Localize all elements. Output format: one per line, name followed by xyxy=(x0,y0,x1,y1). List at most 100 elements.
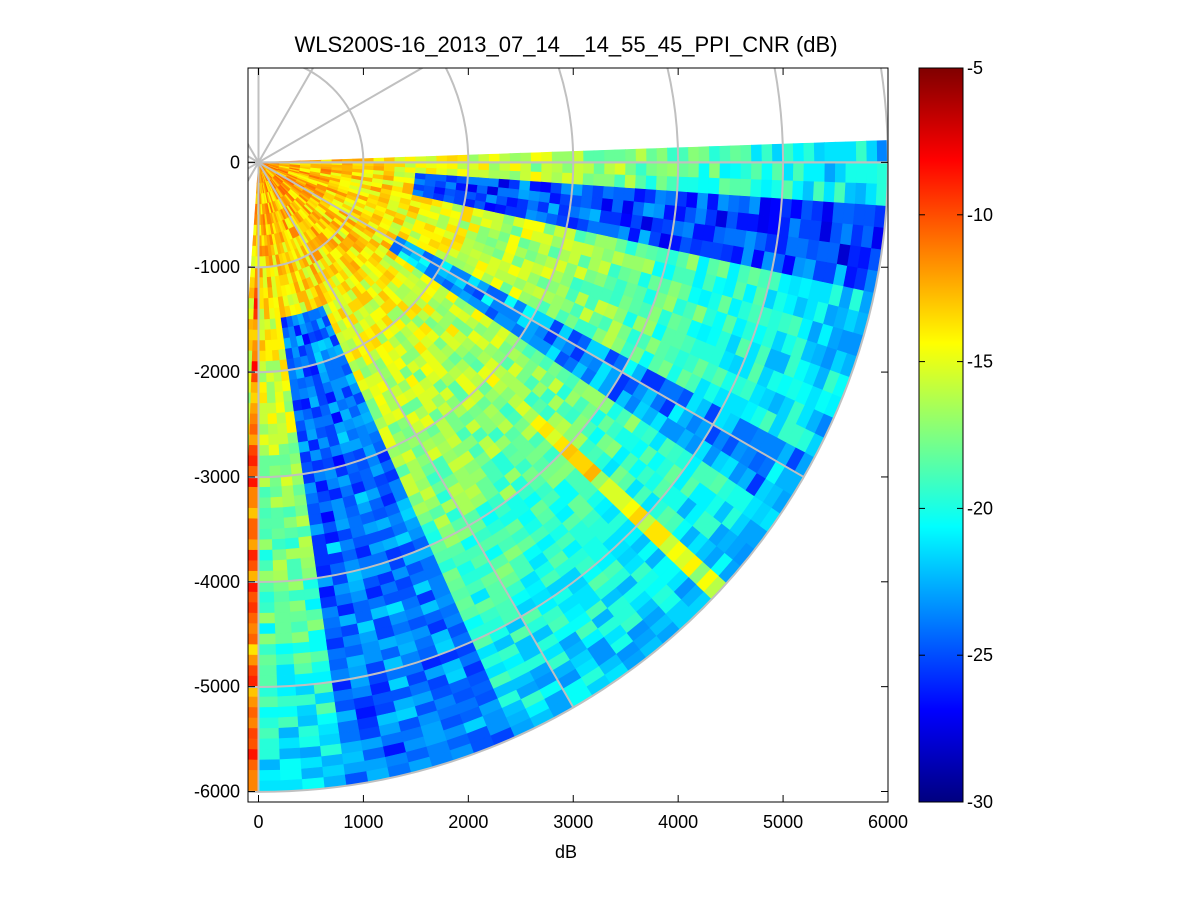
heatmap-cell xyxy=(248,549,259,562)
heatmap-cell xyxy=(248,298,255,310)
heatmap-cell xyxy=(248,434,259,446)
heatmap-cell xyxy=(263,318,271,331)
x-tick-label: 5000 xyxy=(763,812,803,832)
heatmap-cell xyxy=(278,454,291,467)
heatmap-cell xyxy=(298,546,315,559)
heatmap-cell xyxy=(269,328,278,341)
heatmap-cell xyxy=(551,162,564,174)
heatmap-cell xyxy=(520,152,532,163)
heatmap-cell xyxy=(593,149,606,163)
heatmap-cell xyxy=(270,517,285,530)
heatmap-cell xyxy=(248,675,259,688)
heatmap-cell xyxy=(278,737,300,750)
heatmap-cell xyxy=(271,538,286,551)
heatmap-cell xyxy=(299,451,312,464)
heatmap-cell xyxy=(248,424,259,436)
heatmap-cell xyxy=(279,758,302,771)
heatmap-cell xyxy=(876,162,888,185)
heatmap-cell xyxy=(844,182,857,205)
heatmap-cell xyxy=(266,413,278,425)
heatmap-cell xyxy=(582,173,595,187)
heatmap-cell xyxy=(561,172,574,185)
heatmap-cell xyxy=(274,391,285,404)
heatmap-cell xyxy=(273,601,291,614)
heatmap-cell xyxy=(288,452,302,466)
heatmap-cell xyxy=(297,725,320,739)
heatmap-cell xyxy=(258,403,268,415)
heatmap-cell xyxy=(666,176,679,192)
heatmap-cell xyxy=(477,169,490,179)
heatmap-cell xyxy=(287,442,300,455)
heatmap-cell xyxy=(625,162,637,176)
heatmap-cell xyxy=(266,402,277,415)
heatmap-cell xyxy=(293,494,308,507)
heatmap-cell xyxy=(446,168,459,177)
heatmap-cell xyxy=(541,162,553,173)
heatmap-cell xyxy=(782,143,794,163)
heatmap-cell xyxy=(268,444,280,457)
heatmap-cell xyxy=(248,570,259,583)
heatmap-cell xyxy=(791,180,805,201)
heatmap-cell xyxy=(592,185,605,199)
heatmap-cell xyxy=(291,641,311,655)
heatmap-cell xyxy=(248,581,259,593)
heatmap-cell xyxy=(274,622,292,635)
heatmap-cell xyxy=(279,464,292,477)
heatmap-cell xyxy=(232,529,246,540)
heatmap-cell xyxy=(729,178,742,197)
heatmap-cell xyxy=(258,769,281,782)
heatmap-cell xyxy=(285,421,297,434)
heatmap-cell xyxy=(233,518,246,529)
heatmap-cell xyxy=(855,140,868,163)
heatmap-cell xyxy=(248,329,253,341)
heatmap-cell xyxy=(499,153,511,163)
heatmap-cell xyxy=(698,162,710,179)
heatmap-cell xyxy=(291,631,310,644)
heatmap-cell xyxy=(258,591,275,604)
heatmap-cell xyxy=(295,515,310,528)
heatmap-cell xyxy=(284,537,300,550)
heatmap-cell xyxy=(248,287,255,299)
heatmap-cell xyxy=(286,431,299,445)
radial-line xyxy=(248,161,259,170)
heatmap-cell xyxy=(803,162,815,183)
heatmap-cell xyxy=(277,716,299,729)
heatmap-cell xyxy=(614,162,627,176)
heatmap-cell xyxy=(604,162,616,176)
heatmap-cell xyxy=(740,144,752,163)
heatmap-cell xyxy=(248,392,251,404)
heatmap-cell xyxy=(266,392,276,404)
heatmap-cell xyxy=(508,179,521,191)
heatmap-cell xyxy=(729,145,742,163)
heatmap-cell xyxy=(603,174,616,188)
heatmap-cell xyxy=(572,172,584,186)
heatmap-cell xyxy=(226,623,243,634)
heatmap-cell xyxy=(296,704,317,718)
heatmap-cell xyxy=(834,162,847,184)
heatmap-cell xyxy=(792,162,805,182)
radial-line xyxy=(257,161,805,478)
heatmap-cell xyxy=(782,162,794,182)
heatmap-cell xyxy=(761,162,773,181)
heatmap-cell xyxy=(833,182,847,204)
heatmap-cell xyxy=(656,162,669,177)
heatmap-cell xyxy=(530,171,542,183)
heatmap-cell xyxy=(223,665,241,676)
heatmap-cell xyxy=(217,748,238,760)
heatmap-cell xyxy=(538,191,552,204)
heatmap-cell xyxy=(250,266,256,278)
colorbar xyxy=(918,67,964,803)
heatmap-cell xyxy=(866,162,878,185)
radial-line xyxy=(248,161,260,183)
heatmap-cell xyxy=(272,360,281,372)
heatmap-cell xyxy=(274,632,293,645)
heatmap-cell xyxy=(248,623,259,635)
heatmap-cell xyxy=(478,153,490,163)
heatmap-cell xyxy=(274,401,286,414)
heatmap-cell xyxy=(258,444,270,457)
heatmap-cell xyxy=(248,455,249,467)
heatmap-cell xyxy=(248,696,259,708)
heatmap-cell xyxy=(226,612,242,623)
heatmap-cell xyxy=(792,142,805,163)
heatmap-cell xyxy=(248,434,250,446)
